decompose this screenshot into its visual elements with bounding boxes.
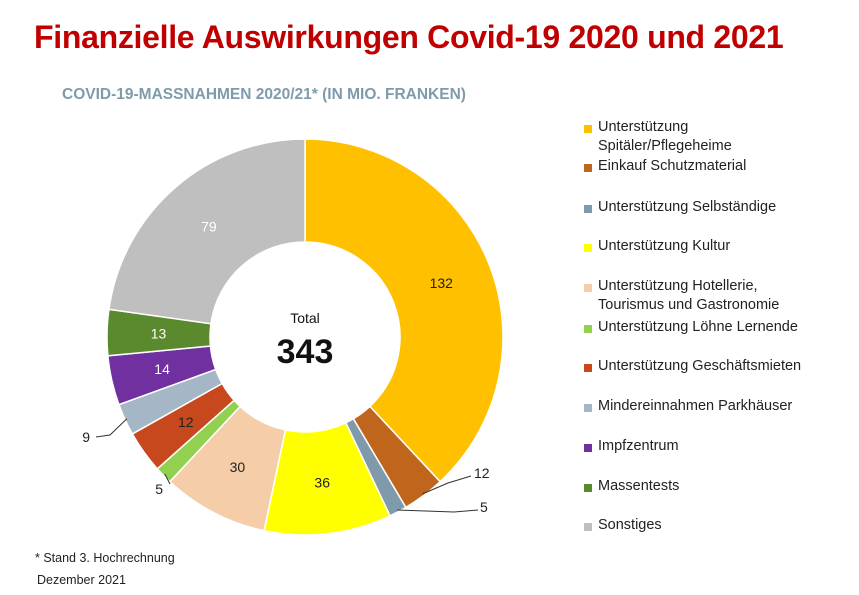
- legend-label: Unterstützung Selbständige: [598, 199, 777, 215]
- legend-swatch: [584, 444, 592, 452]
- legend-label: Einkauf Schutzmaterial: [598, 158, 747, 174]
- slice-label-unterstützung-geschäftsmieten: 12: [178, 414, 194, 430]
- legend-label: Unterstützung Spitäler/Pflegeheime: [598, 119, 732, 154]
- chart-subtitle: COVID-19-MASSNAHMEN 2020/21* (IN MIO. FR…: [62, 86, 466, 103]
- legend-item-mindereinnahmen-parkhäuser: Mindereinnahmen Parkhäuser: [584, 397, 854, 416]
- legend-label: Unterstützung Löhne Lernende: [598, 319, 798, 335]
- legend-swatch: [584, 164, 592, 172]
- legend-swatch: [584, 125, 592, 133]
- leader-line-unterstützung-selbständige: [397, 509, 479, 513]
- legend-label: Mindereinnahmen Parkhäuser: [598, 398, 793, 414]
- slice-label-unterstützung-selbständige: 5: [480, 499, 488, 515]
- legend-label: Sonstiges: [598, 517, 662, 533]
- slice-label-impfzentrum: 14: [154, 361, 170, 377]
- slice-label-unterstützung-spitäler-pflegeheime: 132: [430, 275, 454, 291]
- legend-item-unterstützung-kultur: Unterstützung Kultur: [584, 237, 854, 256]
- legend-label: Unterstützung Hotellerie, Tourismus und G…: [598, 278, 780, 313]
- legend-swatch: [584, 523, 592, 531]
- legend-item-unterstützung-selbständige: Unterstützung Selbständige: [584, 198, 854, 217]
- legend-label: Massentests: [598, 478, 680, 494]
- chart-title: Finanzielle Auswirkungen Covid-19 2020 u…: [34, 19, 784, 55]
- donut-slices: [106, 138, 504, 536]
- legend-item-unterstützung-geschäftsmieten: Unterstützung Geschäftsmieten: [584, 357, 854, 376]
- legend-swatch: [584, 364, 592, 372]
- legend-item-einkauf-schutzmaterial: Einkauf Schutzmaterial: [584, 157, 854, 176]
- legend-label: Unterstützung Geschäftsmieten: [598, 358, 802, 374]
- legend-item-sonstiges: Sonstiges: [584, 516, 854, 535]
- legend-swatch: [584, 484, 592, 492]
- legend-label: Unterstützung Kultur: [598, 238, 731, 254]
- legend-swatch: [584, 205, 592, 213]
- slice-label-sonstiges: 79: [201, 218, 217, 234]
- legend-swatch: [584, 404, 592, 412]
- total-label: Total: [290, 310, 320, 326]
- legend-label: Impfzentrum: [598, 438, 679, 454]
- legend-item-unterstützung-löhne-lernende: Unterstützung Löhne Lernende: [584, 318, 854, 337]
- slice-label-mindereinnahmen-parkhäuser: 9: [82, 429, 90, 445]
- slice-sonstiges: [108, 138, 306, 325]
- slice-label-massentests: 13: [151, 326, 167, 342]
- slice-label-unterstützung-hotellerie-tourismus-und-gastronomie: 30: [230, 459, 246, 475]
- total-value: 343: [277, 333, 334, 371]
- leader-line-einkauf-schutzmaterial: [422, 475, 472, 495]
- legend-item-massentests: Massentests: [584, 477, 854, 496]
- legend-item-unterstützung-hotellerie-tourismus-und-gastronomie: Unterstützung Hotellerie, Tourismus und G…: [584, 277, 854, 315]
- slice-unterstützung-spitäler-pflegeheime: [304, 138, 504, 483]
- footnote-date: Dezember 2021: [37, 573, 126, 587]
- legend-item-unterstützung-spitäler-pflegeheime: Unterstützung Spitäler/Pflegeheime: [584, 118, 854, 156]
- slice-label-unterstützung-kultur: 36: [314, 474, 330, 490]
- legend-item-impfzentrum: Impfzentrum: [584, 437, 854, 456]
- legend-swatch: [584, 284, 592, 292]
- slice-labels: 132 12 5 36 30 5 12 9 14 13 79: [82, 218, 490, 515]
- leader-line-mindereinnahmen-parkhäuser: [95, 418, 128, 438]
- footnote-stand: * Stand 3. Hochrechnung: [35, 551, 175, 565]
- leader-line-unterstützung-löhne-lernende: [164, 473, 171, 485]
- slice-label-unterstützung-löhne-lernende: 5: [155, 481, 163, 497]
- slice-label-einkauf-schutzmaterial: 12: [474, 465, 490, 481]
- legend-swatch: [584, 325, 592, 333]
- legend-swatch: [584, 244, 592, 252]
